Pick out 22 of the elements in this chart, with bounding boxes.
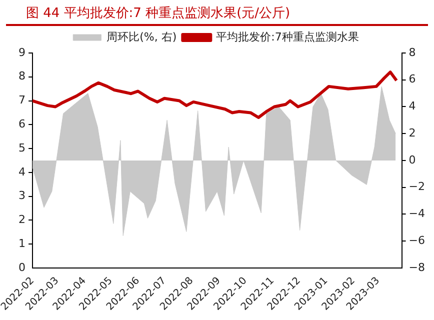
y2-tick-label: 0	[408, 153, 416, 166]
y-tick-label: 3	[18, 189, 26, 202]
y-tick-label: 6	[18, 118, 26, 131]
y2-tick-label: −4	[408, 207, 426, 220]
y2-tick-label: 6	[408, 72, 416, 86]
chart-title: 图 44 平均批发价:7 种重点监测水果(元/公斤)	[6, 0, 428, 26]
y2-tick-label: −8	[408, 260, 426, 274]
y-tick-label: 5	[18, 141, 26, 154]
y-tick-label: 8	[18, 70, 26, 83]
legend-label: 平均批发价:7种重点监测水果	[216, 30, 359, 44]
y2-tick-label: 8	[408, 46, 416, 59]
y2-tick-label: −2	[408, 180, 426, 194]
y2-tick-label: 4	[408, 100, 416, 113]
legend-label: 周环比(%, 右)	[106, 30, 177, 44]
y2-tick-label: 2	[408, 126, 416, 140]
y-tick-label: 9	[18, 46, 26, 59]
y2-tick-label: −6	[408, 234, 426, 247]
y-tick-label: 2	[18, 213, 26, 226]
y-tick-label: 1	[18, 236, 26, 250]
y-tick-label: 7	[18, 94, 26, 107]
y-tick-label: 0	[18, 260, 26, 274]
y-tick-label: 4	[18, 165, 26, 178]
